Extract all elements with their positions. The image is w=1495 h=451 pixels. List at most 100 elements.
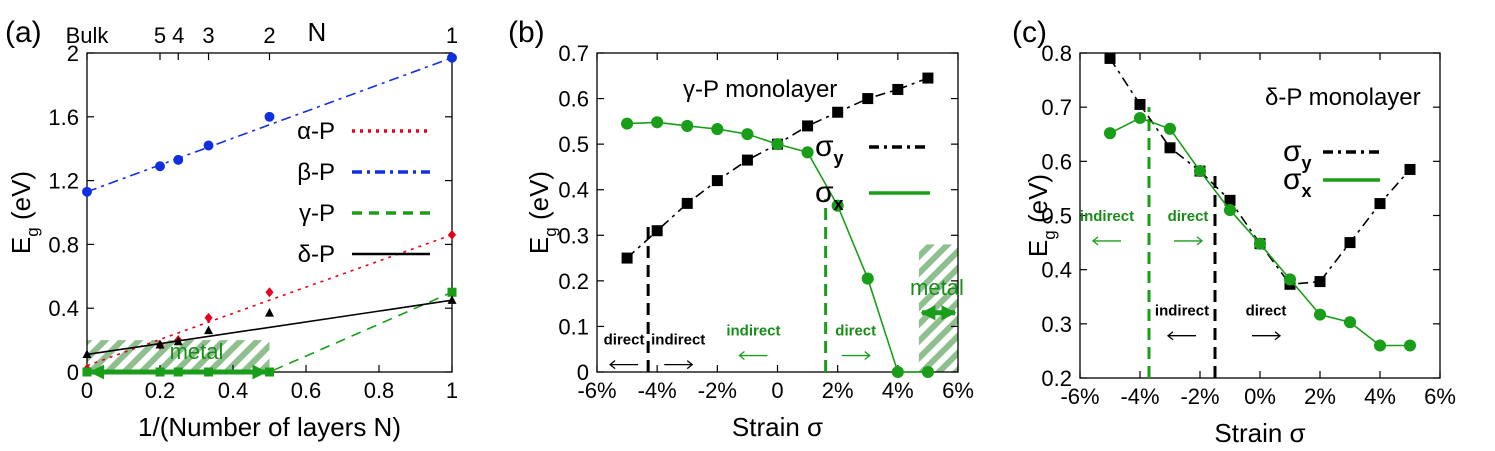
data-point xyxy=(1374,198,1386,210)
y-axis-label: Eg (eV) xyxy=(6,171,42,254)
transition-label: indirect xyxy=(651,332,705,349)
data-point xyxy=(1164,142,1176,154)
y-tick-label: 1.6 xyxy=(48,105,79,130)
data-point xyxy=(155,339,165,349)
transition-label: direct xyxy=(1246,303,1287,320)
transition-arrowhead xyxy=(609,360,616,370)
x-tick-label: 6% xyxy=(942,378,974,403)
x-tick-label: 0 xyxy=(771,378,783,403)
x-tick-label: -2% xyxy=(698,378,737,403)
legend-entry-label: σx xyxy=(815,176,844,214)
data-point xyxy=(831,199,844,212)
data-point xyxy=(82,349,92,359)
top-tick-label: 5 xyxy=(154,23,166,48)
transition-label: indirect xyxy=(726,323,780,340)
legend-entry-label: δ-P xyxy=(298,241,335,268)
data-point xyxy=(1103,127,1117,140)
series-line xyxy=(626,77,929,259)
series-line xyxy=(86,299,453,356)
x-tick-label: -6% xyxy=(1060,384,1099,409)
data-point xyxy=(681,197,693,209)
data-point xyxy=(802,120,814,132)
legend-entry-label: γ-P xyxy=(299,200,335,227)
transition-label: indirect xyxy=(1080,208,1134,225)
data-point xyxy=(1404,163,1416,175)
data-point xyxy=(1134,98,1146,110)
data-point xyxy=(265,367,274,377)
data-point xyxy=(1373,339,1387,352)
x-tick-label: 0.8 xyxy=(364,378,395,403)
data-point xyxy=(203,140,214,151)
data-point xyxy=(621,252,633,264)
x-tick-label: 0.2 xyxy=(145,378,176,403)
x-tick-label: 0.6 xyxy=(291,378,322,403)
legend-entry-label: σx xyxy=(1283,163,1312,201)
legend-entry-label: σy xyxy=(1283,135,1312,173)
transition-arrowhead xyxy=(1196,236,1204,246)
x-tick-label: -4% xyxy=(638,378,677,403)
data-point xyxy=(1223,204,1237,217)
data-point xyxy=(1344,237,1356,249)
transition-arrowhead xyxy=(864,351,871,361)
y-tick-label: 0.1 xyxy=(558,314,589,339)
top-tick-label: 3 xyxy=(202,23,214,48)
data-point xyxy=(447,295,457,304)
series-line xyxy=(86,57,453,193)
data-point xyxy=(922,72,934,84)
data-point xyxy=(1283,273,1297,286)
data-point xyxy=(1253,237,1267,250)
data-point xyxy=(447,287,457,297)
data-point xyxy=(711,175,723,187)
data-point xyxy=(681,119,694,132)
x-tick-label: 0% xyxy=(1244,384,1276,409)
legend-entry-label: α-P xyxy=(297,118,335,145)
y-tick-label: 0.4 xyxy=(558,178,589,203)
y-tick-label: 0.4 xyxy=(1041,258,1072,283)
x-tick-label: 4% xyxy=(882,378,914,403)
transition-label: direct xyxy=(835,323,876,340)
panel-label: (a) xyxy=(5,16,42,49)
metal-label: metal xyxy=(170,339,224,364)
y-axis-label: Eg (eV) xyxy=(524,171,560,254)
x-tick-label: 6% xyxy=(1424,384,1456,409)
data-point xyxy=(173,336,183,346)
y-tick-label: 0.5 xyxy=(558,132,589,157)
data-point xyxy=(447,52,457,63)
y-tick-label: 0 xyxy=(67,360,79,385)
x-tick-label: -4% xyxy=(1120,384,1159,409)
data-point xyxy=(892,83,904,95)
y-tick-label: 0.4 xyxy=(48,296,79,321)
y-tick-label: 0.2 xyxy=(1041,366,1072,391)
data-point xyxy=(204,325,214,335)
data-point xyxy=(861,272,874,285)
data-point xyxy=(265,308,274,317)
data-point xyxy=(447,229,457,240)
y-tick-label: 0.3 xyxy=(558,223,589,248)
data-point xyxy=(891,365,904,379)
plot-frame xyxy=(86,52,453,373)
transition-arrowhead xyxy=(1091,236,1099,246)
top-tick-label: 1 xyxy=(446,23,458,48)
data-point xyxy=(1343,316,1357,329)
panel-label: (b) xyxy=(508,16,545,49)
series-beta xyxy=(82,52,457,197)
panel-label: (c) xyxy=(1012,16,1047,49)
data-point xyxy=(1104,52,1116,64)
x-tick-label: 4% xyxy=(1364,384,1396,409)
transition-label: direct xyxy=(1168,208,1209,225)
legend-entry-label: β-P xyxy=(297,159,335,186)
y-tick-label: 0.2 xyxy=(558,269,589,294)
y-tick-label: 0.8 xyxy=(48,232,79,257)
y-tick-label: 0.8 xyxy=(1041,41,1072,66)
transition-arrowhead xyxy=(1274,331,1282,341)
data-point xyxy=(741,128,754,141)
y-tick-label: 0 xyxy=(577,360,589,385)
data-point xyxy=(1133,111,1147,125)
data-point xyxy=(862,93,874,105)
data-point xyxy=(173,154,184,165)
chart-title: γ-P monolayer xyxy=(683,76,837,103)
y-tick-label: 0.7 xyxy=(1041,95,1072,120)
top-axis-label: N xyxy=(308,17,327,47)
